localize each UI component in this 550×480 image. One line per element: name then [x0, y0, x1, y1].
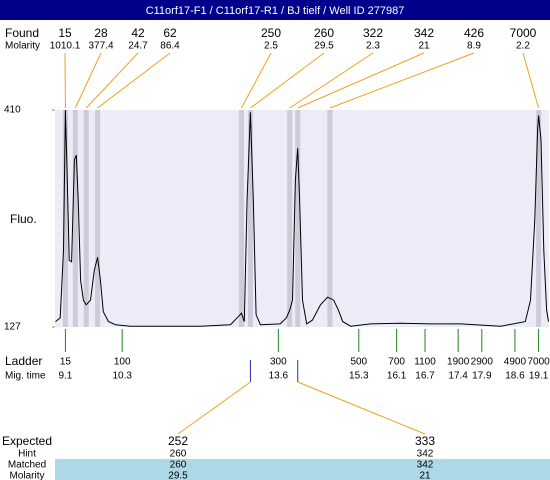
expected-row-label: Hint [18, 449, 36, 460]
ladder-time: 17.4 [448, 371, 468, 382]
found-molarity: 86.4 [160, 41, 180, 52]
expected-row-label: Matched [8, 460, 46, 471]
found-size: 15 [58, 26, 72, 40]
found-size: 28 [94, 26, 108, 40]
ladder-time: 16.7 [415, 371, 435, 382]
peak-connector [240, 52, 272, 109]
expected-matched: 342 [417, 460, 434, 471]
ladder-time: 16.1 [387, 371, 407, 382]
peak-connector [250, 52, 325, 109]
found-size: 250 [261, 26, 281, 40]
expected-row-label: Expected [2, 434, 52, 448]
ladder-size: 100 [114, 357, 131, 368]
match-connector [177, 381, 251, 435]
ladder-time: 9.1 [58, 371, 72, 382]
peak-band [83, 110, 89, 327]
found-size: 342 [414, 26, 434, 40]
peak-band [327, 110, 333, 327]
peak-band [62, 110, 68, 327]
found-molarity: 1010.1 [50, 41, 81, 52]
found-molarity: 377.4 [88, 41, 113, 52]
ladder-time: 18.6 [505, 371, 525, 382]
trace [55, 109, 549, 327]
y-tick-label: 127 [4, 322, 21, 333]
peak-band [95, 110, 101, 327]
expected-expected: 333 [415, 434, 435, 448]
ladder-size: 15 [60, 357, 72, 368]
found-size: 426 [464, 26, 484, 40]
found-molarity: 8.9 [467, 41, 481, 52]
ladder-size: 1900 [447, 357, 470, 368]
peak-connector [289, 52, 374, 109]
ladder-time: 17.9 [472, 371, 492, 382]
peak-band [536, 110, 542, 327]
expected-hint: 260 [170, 449, 187, 460]
ladder-size: 4900 [504, 357, 527, 368]
found-molarity: 2.3 [366, 41, 380, 52]
peak-connector [85, 52, 139, 109]
ladder-time: 13.6 [269, 371, 289, 382]
found-molarity: 24.7 [128, 41, 148, 52]
molarity-label: Molarity [5, 41, 40, 52]
header-bar [0, 0, 550, 20]
found-molarity: 2.2 [516, 41, 530, 52]
ladder-size: 300 [270, 357, 287, 368]
peak-band [238, 110, 244, 327]
match-connector [297, 381, 426, 435]
peak-connector [97, 52, 171, 109]
ladder-time: 19.1 [529, 371, 549, 382]
ladder-size: 2900 [471, 357, 494, 368]
ladder-size: 1100 [414, 357, 436, 368]
found-size: 7000 [510, 26, 537, 40]
peak-band [295, 110, 301, 327]
peak-connector [522, 52, 540, 109]
found-size: 42 [131, 26, 145, 40]
ladder-size: 700 [388, 357, 405, 368]
found-molarity: 21 [418, 41, 430, 52]
peak-band [247, 110, 253, 327]
peak-band [72, 110, 78, 327]
peak-connector [329, 52, 475, 109]
found-size: 260 [314, 26, 334, 40]
matched-highlight [55, 459, 550, 480]
ladder-label: Ladder [5, 354, 42, 368]
expected-molarity: 29.5 [168, 471, 188, 480]
peak-connector [297, 52, 425, 109]
found-size: 62 [163, 26, 177, 40]
ladder-time: 10.3 [112, 371, 132, 382]
expected-row-label: Molarity [9, 471, 44, 480]
ladder-time: 15.3 [349, 371, 369, 382]
expected-expected: 252 [168, 434, 188, 448]
peak-band [287, 110, 293, 327]
y-axis-label: Fluo. [10, 212, 37, 226]
expected-molarity: 21 [419, 471, 431, 480]
ladder-size: 7000 [527, 357, 550, 368]
chart-title: C11orf17-F1 / C11orf17-R1 / BJ tielf / W… [146, 5, 405, 17]
ladder-size: 500 [350, 357, 367, 368]
mig-time-label: Mig. time [5, 371, 46, 382]
expected-matched: 260 [170, 460, 187, 471]
found-molarity: 2.5 [264, 41, 278, 52]
y-tick-label: 410 [4, 105, 21, 116]
found-molarity: 29.5 [314, 41, 334, 52]
found-size: 322 [363, 26, 383, 40]
expected-hint: 342 [417, 449, 434, 460]
peak-connector [74, 52, 102, 109]
found-label: Found [5, 26, 39, 40]
